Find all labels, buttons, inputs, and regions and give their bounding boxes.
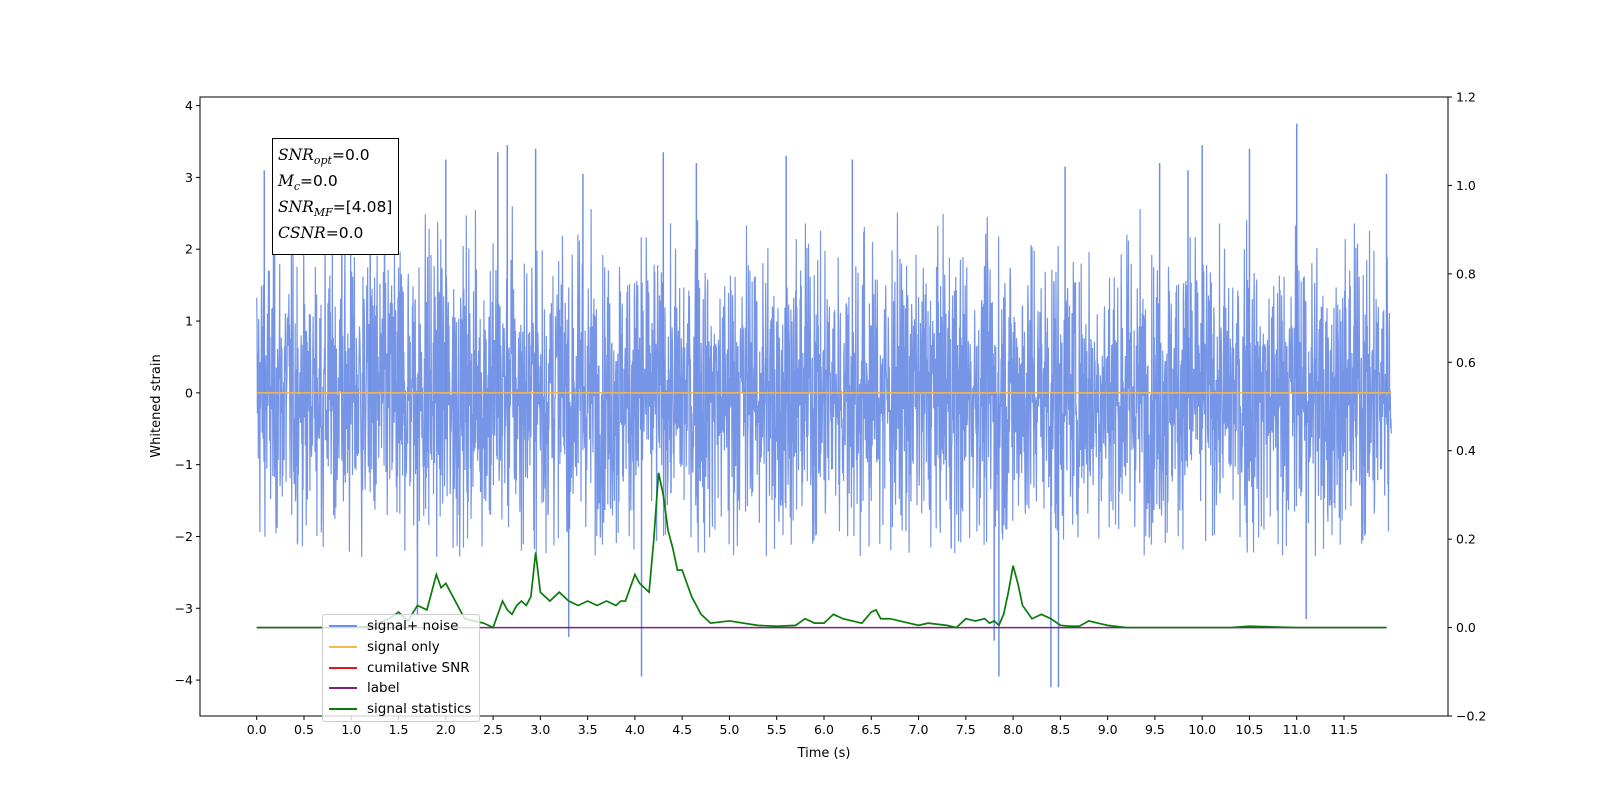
x-tick-label: 11.5	[1330, 722, 1358, 737]
x-tick-label: 3.0	[530, 722, 550, 737]
legend-label: signal only	[367, 639, 440, 655]
stat-mc: Mc=0.0	[278, 172, 338, 194]
x-tick-label: 9.0	[1098, 722, 1118, 737]
y2-tick-label: 0.4	[1456, 443, 1476, 458]
stat-snr-opt: SNRopt=0.0	[278, 146, 370, 168]
x-tick-label: 8.0	[1003, 722, 1023, 737]
legend-swatch	[329, 667, 357, 669]
x-tick-label: 6.0	[814, 722, 834, 737]
x-tick-label: 1.5	[389, 722, 409, 737]
y2-tick-label: 0.6	[1456, 355, 1476, 370]
stat-snr-mf: SNRMF=[4.08]	[278, 198, 393, 220]
x-tick-label: 10.0	[1188, 722, 1216, 737]
x-tick-label: 4.5	[672, 722, 692, 737]
x-tick-label: 2.5	[483, 722, 503, 737]
signal-statistics-line	[256, 472, 1387, 629]
y-tick-label: 1	[185, 314, 193, 329]
y-tick-label: 2	[185, 242, 193, 257]
signal-noise-line	[256, 206, 1392, 557]
y-tick-label: 4	[185, 98, 193, 113]
y2-tick-label: 0.0	[1456, 620, 1476, 635]
legend-item-signal-only: signal only	[329, 638, 440, 656]
legend-label: signal+ noise	[367, 618, 459, 634]
x-axis: 0.0 0.5 1.0 1.5 2.0 2.5 3.0 3.5 4.0 4.5 5.0 5.5 6.0 6…	[247, 716, 1358, 737]
y-tick-label: −2	[175, 529, 193, 544]
y-tick-label: 0	[185, 385, 193, 400]
legend-item-signal-noise: signal+ noise	[329, 617, 458, 635]
legend-swatch	[329, 687, 357, 689]
legend-swatch	[329, 646, 357, 648]
legend-label: label	[367, 680, 400, 696]
legend: signal+ noise signal only cumilative SNR…	[322, 614, 480, 722]
y-axis-right: −0.2 0.0 0.2 0.4 0.6 0.8 1.0 1.2	[1448, 90, 1486, 724]
signal-noise-peaks	[263, 123, 1388, 688]
legend-label: signal statistics	[367, 701, 472, 717]
x-tick-label: 4.0	[625, 722, 645, 737]
legend-label: cumilative SNR	[367, 660, 470, 676]
y2-tick-label: 0.2	[1456, 532, 1476, 547]
y2-tick-label: −0.2	[1456, 709, 1486, 724]
x-tick-label: 7.5	[956, 722, 976, 737]
x-tick-label: 10.5	[1236, 722, 1264, 737]
y-axis-label: Whitened strain	[149, 354, 164, 457]
x-tick-label: 3.5	[578, 722, 598, 737]
x-tick-label: 5.0	[720, 722, 740, 737]
y-tick-label: −3	[175, 601, 193, 616]
x-tick-label: 2.0	[436, 722, 456, 737]
y-tick-label: −1	[175, 457, 193, 472]
legend-item-label: label signal only	[329, 679, 405, 711]
y-axis-left: −4 −3 −2 −1 0 1 2 3 4	[175, 98, 200, 688]
x-tick-label: 0.5	[294, 722, 314, 737]
x-tick-label: 7.0	[909, 722, 929, 737]
legend-item-cumulative-snr: cumilative SNR	[329, 659, 470, 677]
x-tick-label: 1.0	[341, 722, 361, 737]
x-tick-label: 11.0	[1283, 722, 1311, 737]
x-tick-label: 6.5	[861, 722, 881, 737]
x-tick-label: 8.5	[1050, 722, 1070, 737]
y2-tick-label: 0.8	[1456, 266, 1476, 281]
legend-swatch	[329, 625, 357, 627]
x-tick-label: 9.5	[1145, 722, 1165, 737]
y-tick-label: −4	[175, 673, 193, 688]
x-tick-label: 0.0	[247, 722, 267, 737]
x-tick-label: 5.5	[767, 722, 787, 737]
signal-noise-series	[256, 206, 1392, 557]
stat-csnr: CSNR=0.0	[278, 224, 364, 243]
legend-swatch	[329, 708, 357, 710]
y2-tick-label: 1.0	[1456, 178, 1476, 193]
x-axis-label: Time (s)	[797, 746, 851, 761]
stats-annotation: SNRopt=0.0 Mc=0.0 SNRMF=[4.08] CSNR=0.0	[272, 138, 400, 256]
legend-item-signal-statistics: signal statistics	[329, 700, 471, 718]
y2-tick-label: 1.2	[1456, 90, 1476, 105]
y-tick-label: 3	[185, 170, 193, 185]
